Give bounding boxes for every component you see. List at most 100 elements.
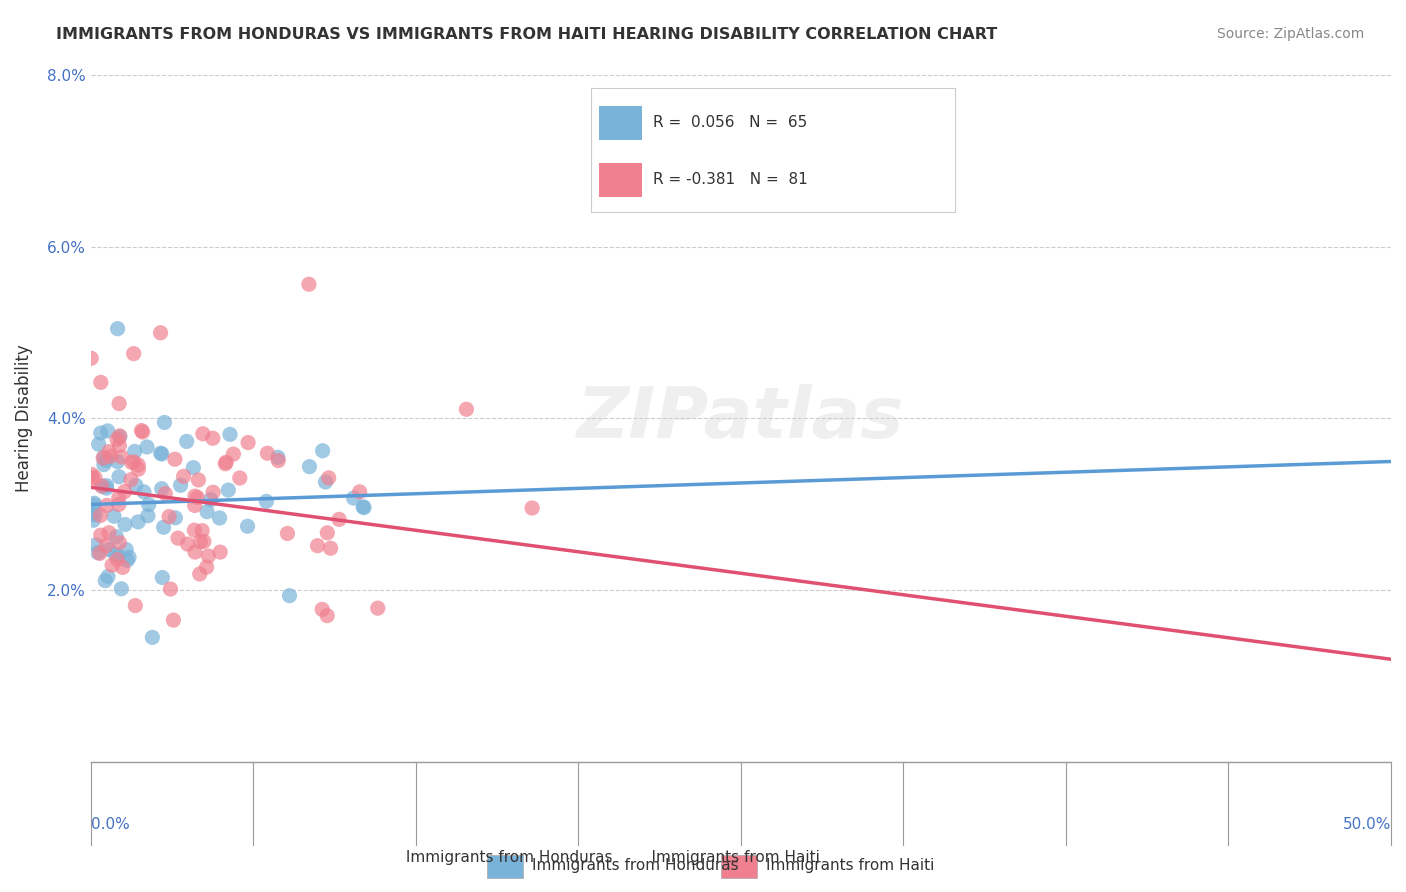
Point [254,494,277,508]
Point [93,450,115,465]
Point [307,539,329,553]
Point [96,478,118,492]
Point [222,447,245,461]
Point [127,462,149,476]
Point [96,481,118,495]
Point [91,450,114,465]
Point [114,484,136,499]
Point [202,485,225,500]
Point [219,427,242,442]
Point [176,537,198,551]
Point [163,452,186,467]
Point [149,326,172,340]
Point [319,541,342,556]
Point [191,426,214,441]
Point [157,509,180,524]
Point [82,507,104,521]
Point [165,511,187,525]
Point [190,534,212,549]
Point [352,500,374,514]
Point [328,512,350,526]
Text: 50.0%: 50.0% [1343,817,1391,832]
Point [124,444,146,458]
Point [101,558,124,573]
Point [127,515,149,529]
Point [122,455,145,469]
Point [318,471,340,485]
Point [93,458,115,472]
Point [80,467,103,482]
Point [311,443,333,458]
Point [108,429,131,443]
Point [343,491,366,505]
Point [94,574,117,588]
Text: Immigrants from Haiti: Immigrants from Haiti [766,858,935,872]
Text: Immigrants from Honduras: Immigrants from Honduras [531,858,738,872]
Point [184,545,207,559]
Text: ZIPatlas: ZIPatlas [576,384,904,453]
Point [108,396,131,410]
Point [107,455,129,469]
Point [155,486,177,500]
Point [94,539,117,553]
Point [138,498,160,512]
Point [91,479,114,493]
Point [236,435,259,450]
Point [316,608,339,623]
Point [120,473,142,487]
Point [215,455,238,469]
Point [82,513,104,527]
Point [159,582,181,596]
Point [188,566,211,581]
Text: 0.0%: 0.0% [90,817,129,832]
Point [97,424,120,438]
Point [200,492,222,507]
Point [89,508,111,523]
Point [193,534,215,549]
Point [96,499,118,513]
Point [141,631,163,645]
Point [267,453,290,467]
Point [298,277,321,292]
Point [124,599,146,613]
Point [87,437,110,451]
Point [353,500,375,515]
Point [121,455,143,469]
Point [111,560,134,574]
Point [107,491,129,505]
Point [111,450,134,464]
Point [278,589,301,603]
Point [131,425,153,439]
Point [131,424,153,438]
Point [108,430,131,444]
Point [183,499,205,513]
Point [108,549,131,563]
Point [191,524,214,538]
Point [90,479,112,493]
Point [125,478,148,492]
Point [115,553,138,567]
Point [267,450,290,465]
Point [97,444,120,458]
Point [103,509,125,524]
Point [195,560,218,574]
Point [456,402,478,417]
Text: IMMIGRANTS FROM HONDURAS VS IMMIGRANTS FROM HAITI HEARING DISABILITY CORRELATION: IMMIGRANTS FROM HONDURAS VS IMMIGRANTS F… [56,27,997,42]
Point [186,491,208,505]
Point [108,498,131,512]
Point [276,526,298,541]
Point [150,447,173,461]
Point [96,453,118,467]
Point [208,511,231,525]
Point [149,446,172,460]
Point [108,535,131,549]
Point [183,460,205,475]
Point [82,471,104,485]
Point [104,547,127,561]
Point [122,346,145,360]
Point [115,542,138,557]
Point [97,525,120,540]
Point [105,530,128,544]
Point [84,470,107,484]
Point [201,431,224,445]
